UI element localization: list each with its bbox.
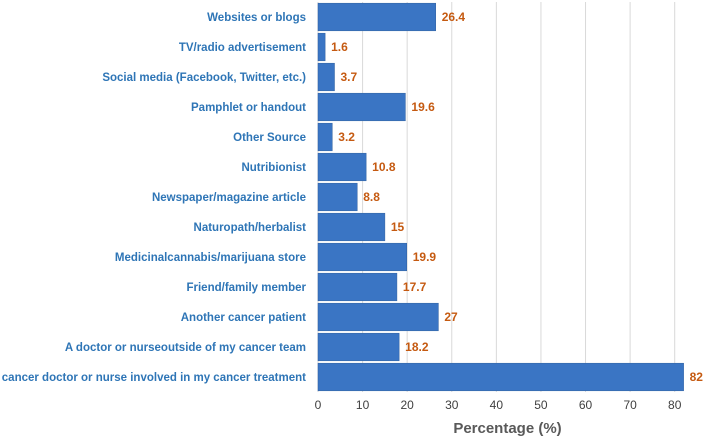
- value-label: 1.6: [331, 40, 348, 54]
- value-label: 3.7: [340, 70, 357, 84]
- bar: [317, 242, 407, 272]
- value-label: 27: [444, 310, 458, 324]
- grid-lines: [317, 2, 676, 392]
- value-label: 17.7: [403, 280, 427, 294]
- value-labels: 26.4 1.6 3.7 19.6 3.2 10.8 8.8 15 19.9 17.7 27 18.2…: [331, 10, 703, 384]
- bar: [317, 332, 400, 362]
- x-tick-label: 20: [400, 398, 414, 412]
- value-label: 15: [391, 220, 405, 234]
- category-label: Other Source: [233, 132, 306, 144]
- x-tick-label: 60: [579, 398, 593, 412]
- bars: [317, 2, 684, 392]
- value-label: 26.4: [442, 10, 466, 24]
- category-label: Medicinalcannabis/marijuana store: [115, 252, 306, 264]
- category-label: Friend/family member: [186, 282, 306, 294]
- x-tick-label: 50: [534, 398, 548, 412]
- value-label: 82: [690, 370, 704, 384]
- x-tick-label: 10: [356, 398, 370, 412]
- value-label: 3.2: [338, 130, 355, 144]
- category-label: Pamphlet or handout: [191, 102, 306, 114]
- value-label: 8.8: [363, 190, 380, 204]
- x-tick-label: 30: [445, 398, 459, 412]
- bar: [317, 152, 367, 182]
- category-label: TV/radio advertisement: [179, 42, 306, 54]
- x-tick-label: 40: [490, 398, 504, 412]
- category-label: Social media (Facebook, Twitter, etc.): [102, 72, 306, 84]
- category-label: A cancer doctor or nurse involved in my …: [0, 372, 306, 384]
- category-label: Naturopath/herbalist: [194, 222, 307, 234]
- x-axis-ticks: 0 10 20 30 40 50 60 70 80: [315, 398, 682, 412]
- category-label: Websites or blogs: [207, 12, 306, 24]
- value-label: 18.2: [405, 340, 429, 354]
- category-label: Newspaper/magazine article: [152, 192, 306, 204]
- bar: [317, 62, 335, 92]
- category-labels: Websites or blogs TV/radio advertisement S…: [0, 12, 307, 384]
- category-label: A doctor or nurseoutside of my cancer te…: [65, 342, 306, 354]
- bar: [317, 212, 386, 242]
- value-label: 19.6: [411, 100, 435, 114]
- bar: [317, 92, 406, 122]
- category-label: Another cancer patient: [181, 312, 306, 324]
- bar: [317, 2, 436, 32]
- x-tick-label: 70: [623, 398, 637, 412]
- bar: [317, 302, 439, 332]
- category-label: Nutribionist: [241, 162, 306, 174]
- value-label: 19.9: [413, 250, 437, 264]
- x-axis-title: Percentage (%): [453, 420, 561, 437]
- x-tick-label: 0: [315, 398, 322, 412]
- bar: [317, 32, 326, 62]
- bar: [317, 362, 684, 392]
- bar: [317, 122, 333, 152]
- bar: [317, 272, 398, 302]
- value-label: 10.8: [372, 160, 396, 174]
- x-tick-label: 80: [668, 398, 682, 412]
- bar: [317, 182, 358, 212]
